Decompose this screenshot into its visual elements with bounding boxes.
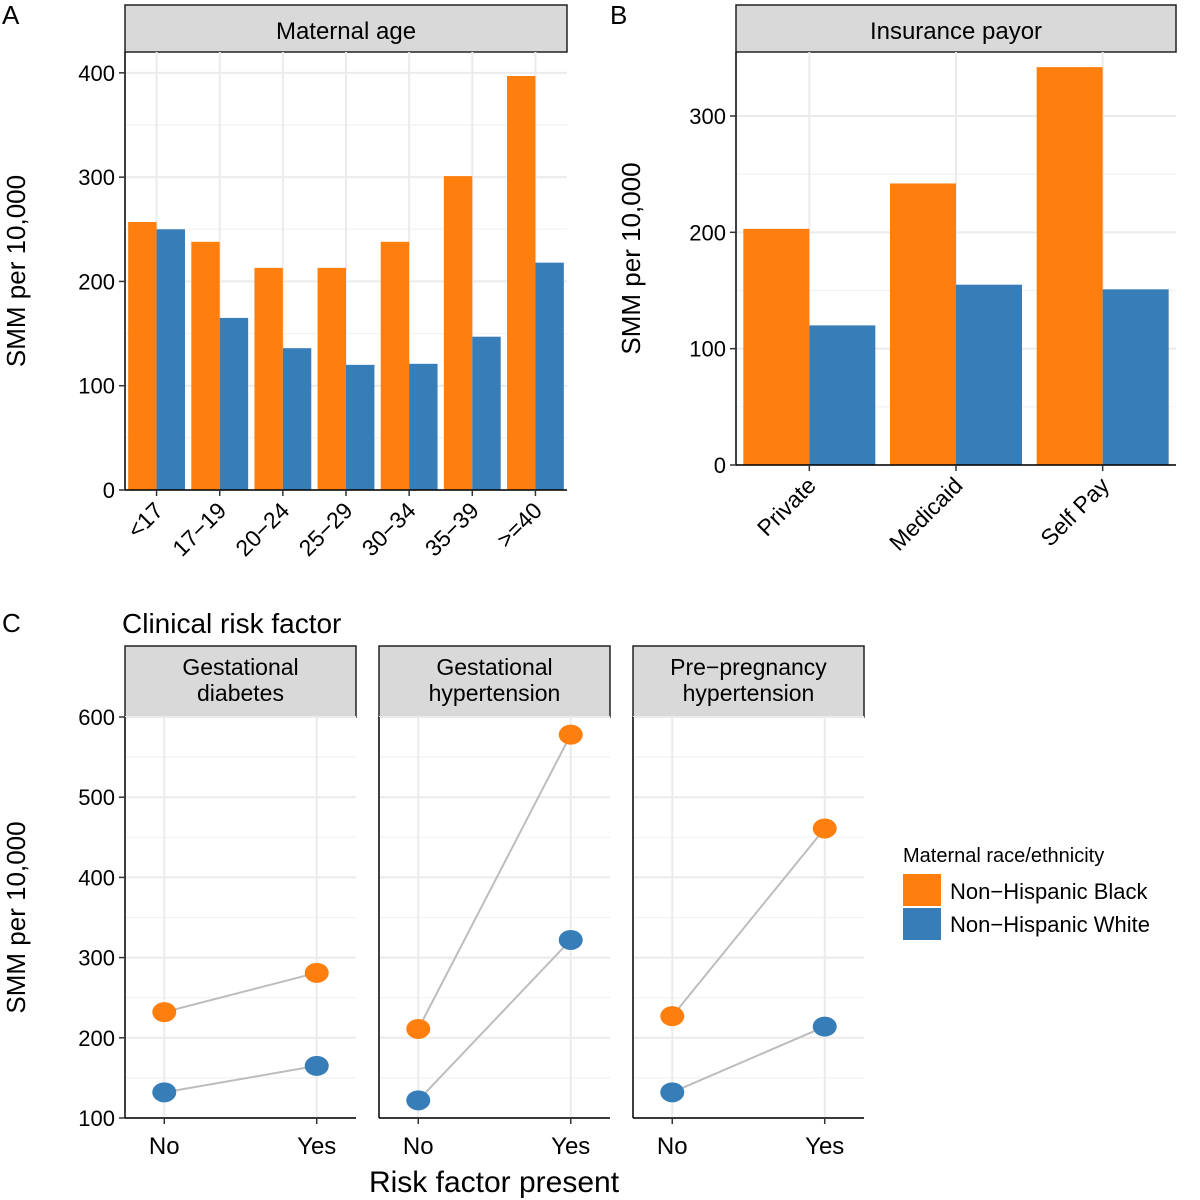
panel-c-y-axis-title: SMM per 10,000 xyxy=(1,821,31,1013)
panel-a-bar-17-black xyxy=(128,221,157,490)
panel-a-x-tick-label: >=40 xyxy=(491,497,546,552)
panel-a-x-tick-label: 17−19 xyxy=(167,497,231,561)
panel-b-bar-self-pay-black xyxy=(1036,67,1103,465)
panel-c-facet-2-point-black-yes xyxy=(558,724,583,745)
panel-a-bar-17-19-black xyxy=(191,241,220,490)
panel-c-facet-2-x-tick-label: No xyxy=(403,1133,434,1160)
panel-c-facet-3-point-white-yes xyxy=(812,1016,837,1037)
panel-a-bar-17-19-white xyxy=(219,317,249,490)
panel-c-facet-1-strip-label-line-1: Gestational xyxy=(182,654,298,680)
panel-letter-c: C xyxy=(2,608,21,638)
panel-b-bar-medicaid-black xyxy=(890,183,956,465)
panel-c-facet-3-point-black-yes xyxy=(812,818,837,839)
panel-c-y-tick-label: 400 xyxy=(78,865,115,890)
panel-c-facet-2-line-black xyxy=(417,734,572,1030)
panel-c-facet-3-strip-label-line-2: hypertension xyxy=(683,680,815,706)
panel-a-y-tick-label: 400 xyxy=(78,61,115,86)
panel-c-facet-3-x-tick-label: Yes xyxy=(805,1133,844,1160)
panel-a-y-tick-label: 300 xyxy=(78,165,115,190)
panel-a-x-tick-label: <17 xyxy=(122,497,168,543)
panel-c-facet-1-strip xyxy=(124,645,357,718)
panel-a-maternal-age: Maternal age 0 100 200 300 400 <17 17−19 20−24 25… xyxy=(1,4,568,561)
panel-c-facet-2-x-tick-label: Yes xyxy=(551,1133,590,1160)
panel-b-bar-self-pay-white xyxy=(1102,289,1169,465)
panel-c-y-tick-label: 200 xyxy=(78,1026,115,1051)
panel-c-facet-3-line-white xyxy=(671,1025,826,1094)
panel-a-bar-35-39-black xyxy=(443,176,473,490)
panel-c-facet-3-point-black-no xyxy=(660,1006,685,1027)
panel-b-x-tick-label: Medicaid xyxy=(884,472,967,555)
panel-b-strip xyxy=(735,4,1177,53)
panel-a-bar-25-29-white xyxy=(346,364,375,490)
panel-b-x-tick-label: Self Pay xyxy=(1035,472,1114,551)
panel-c-facet-2-strip xyxy=(378,645,611,718)
panel-c-y-tick-label: 300 xyxy=(78,946,115,971)
panel-a-strip xyxy=(124,4,568,53)
panel-c-facet-1-strip-label-line-2: diabetes xyxy=(197,680,284,706)
panel-a-bar-17-white xyxy=(156,229,185,491)
legend: Maternal race/ethnicity Non−Hispanic Bla… xyxy=(903,845,1150,940)
panel-b-bar-medicaid-white xyxy=(956,284,1022,465)
panel-c-facet-2-point-white-no xyxy=(406,1090,431,1111)
panel-b-y-tick-label: 200 xyxy=(689,220,726,245)
panel-c-facet-2-strip-label-line-1: Gestational xyxy=(436,654,552,680)
panel-a-bar-40-white xyxy=(535,262,564,490)
legend-label-white: Non−Hispanic White xyxy=(950,912,1150,937)
panel-a-x-tick-label: 25−29 xyxy=(293,497,357,561)
panel-a-bar-35-39-white xyxy=(472,336,501,490)
legend-swatch-black xyxy=(903,874,941,906)
panel-b-insurance-payor: Insurance payor 0 100 200 300 Private Medicaid… xyxy=(616,4,1177,556)
panel-a-x-tick-label: 30−34 xyxy=(357,497,421,561)
panel-c-facet-1-point-black-yes xyxy=(304,962,329,983)
panel-a-bar-20-24-white xyxy=(282,348,312,490)
panel-c-facet-2-point-white-yes xyxy=(558,929,583,950)
panel-c-y-tick-label: 500 xyxy=(78,785,115,810)
panel-a-bar-30-34-black xyxy=(380,241,410,490)
legend-title: Maternal race/ethnicity xyxy=(903,845,1104,867)
panel-a-y-tick-label: 0 xyxy=(103,478,115,503)
panel-c-y-tick-label: 100 xyxy=(78,1106,115,1131)
panel-b-y-tick-label: 0 xyxy=(714,453,726,478)
panel-c-facet-1-point-black-no xyxy=(152,1002,177,1023)
panel-a-bar-40-black xyxy=(507,75,536,490)
panel-a-strip-label: Maternal age xyxy=(276,18,416,45)
panel-c-facet-1-x-tick-label: No xyxy=(149,1133,180,1160)
panel-c-facet-3-point-white-no xyxy=(660,1082,685,1103)
panel-c-facet-2-strip-label-line-2: hypertension xyxy=(429,680,561,706)
panel-a-bar-30-34-white xyxy=(409,363,438,490)
panel-c-facet-3-strip-label-line-1: Pre−pregnancy xyxy=(670,654,827,680)
panel-c-facet-1-line-white xyxy=(164,1064,317,1094)
legend-swatch-white xyxy=(903,908,941,940)
panel-c-facet-1-line-black xyxy=(164,971,317,1014)
panel-c-facet-1-point-white-yes xyxy=(304,1055,329,1076)
panel-b-x-tick-label: Private xyxy=(752,472,821,541)
panel-a-bar-25-29-black xyxy=(317,267,346,490)
panel-b-bar-private-black xyxy=(743,228,810,465)
panel-c-x-axis-title: Risk factor present xyxy=(369,1166,620,1199)
panel-c-facet-1-point-white-no xyxy=(152,1082,177,1103)
panel-c-facet-1-x-tick-label: Yes xyxy=(297,1133,336,1160)
panel-a-y-tick-label: 200 xyxy=(78,269,115,294)
panel-a-bar-20-24-black xyxy=(254,267,283,490)
panel-a-x-tick-label: 20−24 xyxy=(230,497,294,561)
panel-c-title: Clinical risk factor xyxy=(122,608,341,639)
panel-c-facet-3-line-black xyxy=(671,827,826,1017)
panel-c-facet-3-x-tick-label: No xyxy=(657,1133,688,1160)
panel-c-facet-2-line-white xyxy=(417,939,572,1102)
panel-b-y-axis-title: SMM per 10,000 xyxy=(616,162,646,354)
panel-c-facet-2-point-black-no xyxy=(406,1018,431,1039)
panel-a-y-tick-label: 100 xyxy=(78,374,115,399)
panel-a-y-axis-title: SMM per 10,000 xyxy=(1,175,31,367)
panel-b-strip-label: Insurance payor xyxy=(870,18,1042,45)
legend-label-black: Non−Hispanic Black xyxy=(950,879,1148,904)
panel-b-y-tick-label: 300 xyxy=(689,104,726,129)
panel-b-bar-private-white xyxy=(809,325,876,465)
panel-b-y-tick-label: 100 xyxy=(689,337,726,362)
panel-letter-a: A xyxy=(2,0,20,30)
panel-c-y-tick-label: 600 xyxy=(78,705,115,730)
panel-letter-b: B xyxy=(610,0,627,30)
panel-a-x-tick-label: 35−39 xyxy=(420,497,484,561)
